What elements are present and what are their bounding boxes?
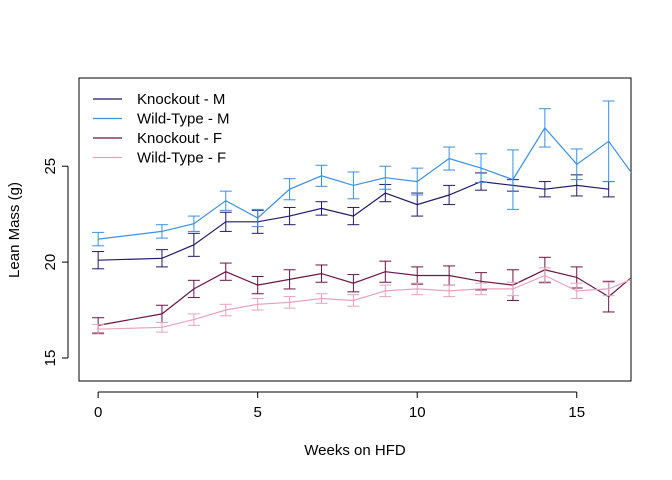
series-line (97, 269, 631, 326)
error-bar (155, 249, 168, 268)
error-bar (443, 284, 456, 298)
y-axis-label: Lean Mass (g) (6, 182, 23, 278)
error-bar (219, 303, 232, 317)
series-layer (92, 100, 647, 335)
legend-label: Wild-Type - M (137, 111, 230, 128)
error-bar (443, 146, 456, 171)
error-bar (602, 100, 615, 183)
series-3 (92, 256, 647, 334)
legend-item-2: Wild-Type - M (93, 111, 230, 128)
error-bar (475, 153, 488, 184)
y-axis: 15 20 25 (42, 158, 69, 367)
error-bar (187, 232, 200, 257)
legend-label: Wild-Type - F (137, 150, 226, 167)
series-line (98, 274, 631, 330)
series-4 (92, 267, 647, 335)
x-axis: 0 5 10 15 (94, 391, 585, 421)
error-bar (570, 282, 583, 300)
plot-frame (78, 77, 632, 382)
error-bar (315, 164, 328, 187)
error-bar (251, 208, 264, 228)
legend-item-1: Knockout - M (93, 91, 225, 108)
error-bar (187, 215, 200, 232)
error-bar (538, 108, 551, 148)
error-bar (155, 322, 168, 333)
error-bar (187, 279, 200, 299)
error-bar (379, 165, 392, 190)
error-bar (635, 166, 647, 204)
error-bar (602, 281, 615, 297)
error-bar (347, 274, 360, 293)
legend-label: Knockout - M (137, 91, 225, 108)
error-bar (635, 270, 647, 282)
y-tick-label: 25 (42, 158, 59, 175)
error-bar (347, 206, 360, 226)
error-bar (411, 282, 424, 296)
error-bar (219, 190, 232, 211)
error-bar (475, 282, 488, 296)
error-bar (538, 181, 551, 198)
x-tick-label: 0 (94, 404, 102, 421)
error-bar (411, 192, 424, 217)
error-bar (347, 171, 360, 200)
error-bar (411, 167, 424, 196)
error-bar (251, 275, 264, 295)
error-bar (283, 206, 296, 226)
error-bar (283, 178, 296, 201)
error-bar (219, 211, 232, 232)
legend: Knockout - M Wild-Type - M Knockout - F Wil… (93, 91, 230, 167)
error-bar (347, 294, 360, 307)
error-bar (538, 267, 551, 284)
error-bar (506, 149, 519, 210)
error-bar (155, 304, 168, 324)
error-bar (443, 184, 456, 206)
legend-item-3: Knockout - F (93, 130, 222, 147)
error-bar (379, 260, 392, 283)
error-bar (92, 231, 105, 247)
error-bar (283, 269, 296, 290)
error-bar (187, 313, 200, 326)
error-bar (315, 201, 328, 216)
error-bar (635, 258, 647, 281)
error-bar (315, 264, 328, 283)
error-bar (92, 251, 105, 270)
error-bar (506, 281, 519, 297)
x-axis-label: Weeks on HFD (304, 442, 406, 459)
x-tick-label: 10 (409, 404, 426, 421)
x-tick-label: 15 (568, 404, 585, 421)
y-tick-label: 20 (42, 254, 59, 271)
x-tick-label: 5 (254, 404, 262, 421)
error-bar (570, 148, 583, 181)
error-bar (315, 293, 328, 304)
error-bar (92, 323, 105, 335)
series-2 (92, 100, 647, 247)
y-tick-label: 15 (42, 350, 59, 367)
error-bar (283, 296, 296, 309)
error-bar (251, 298, 264, 311)
legend-label: Knockout - F (137, 130, 222, 147)
error-bar (155, 224, 168, 239)
legend-item-4: Wild-Type - F (93, 150, 226, 167)
error-bar (379, 284, 392, 298)
error-bar (219, 262, 232, 281)
series-line (98, 180, 609, 261)
